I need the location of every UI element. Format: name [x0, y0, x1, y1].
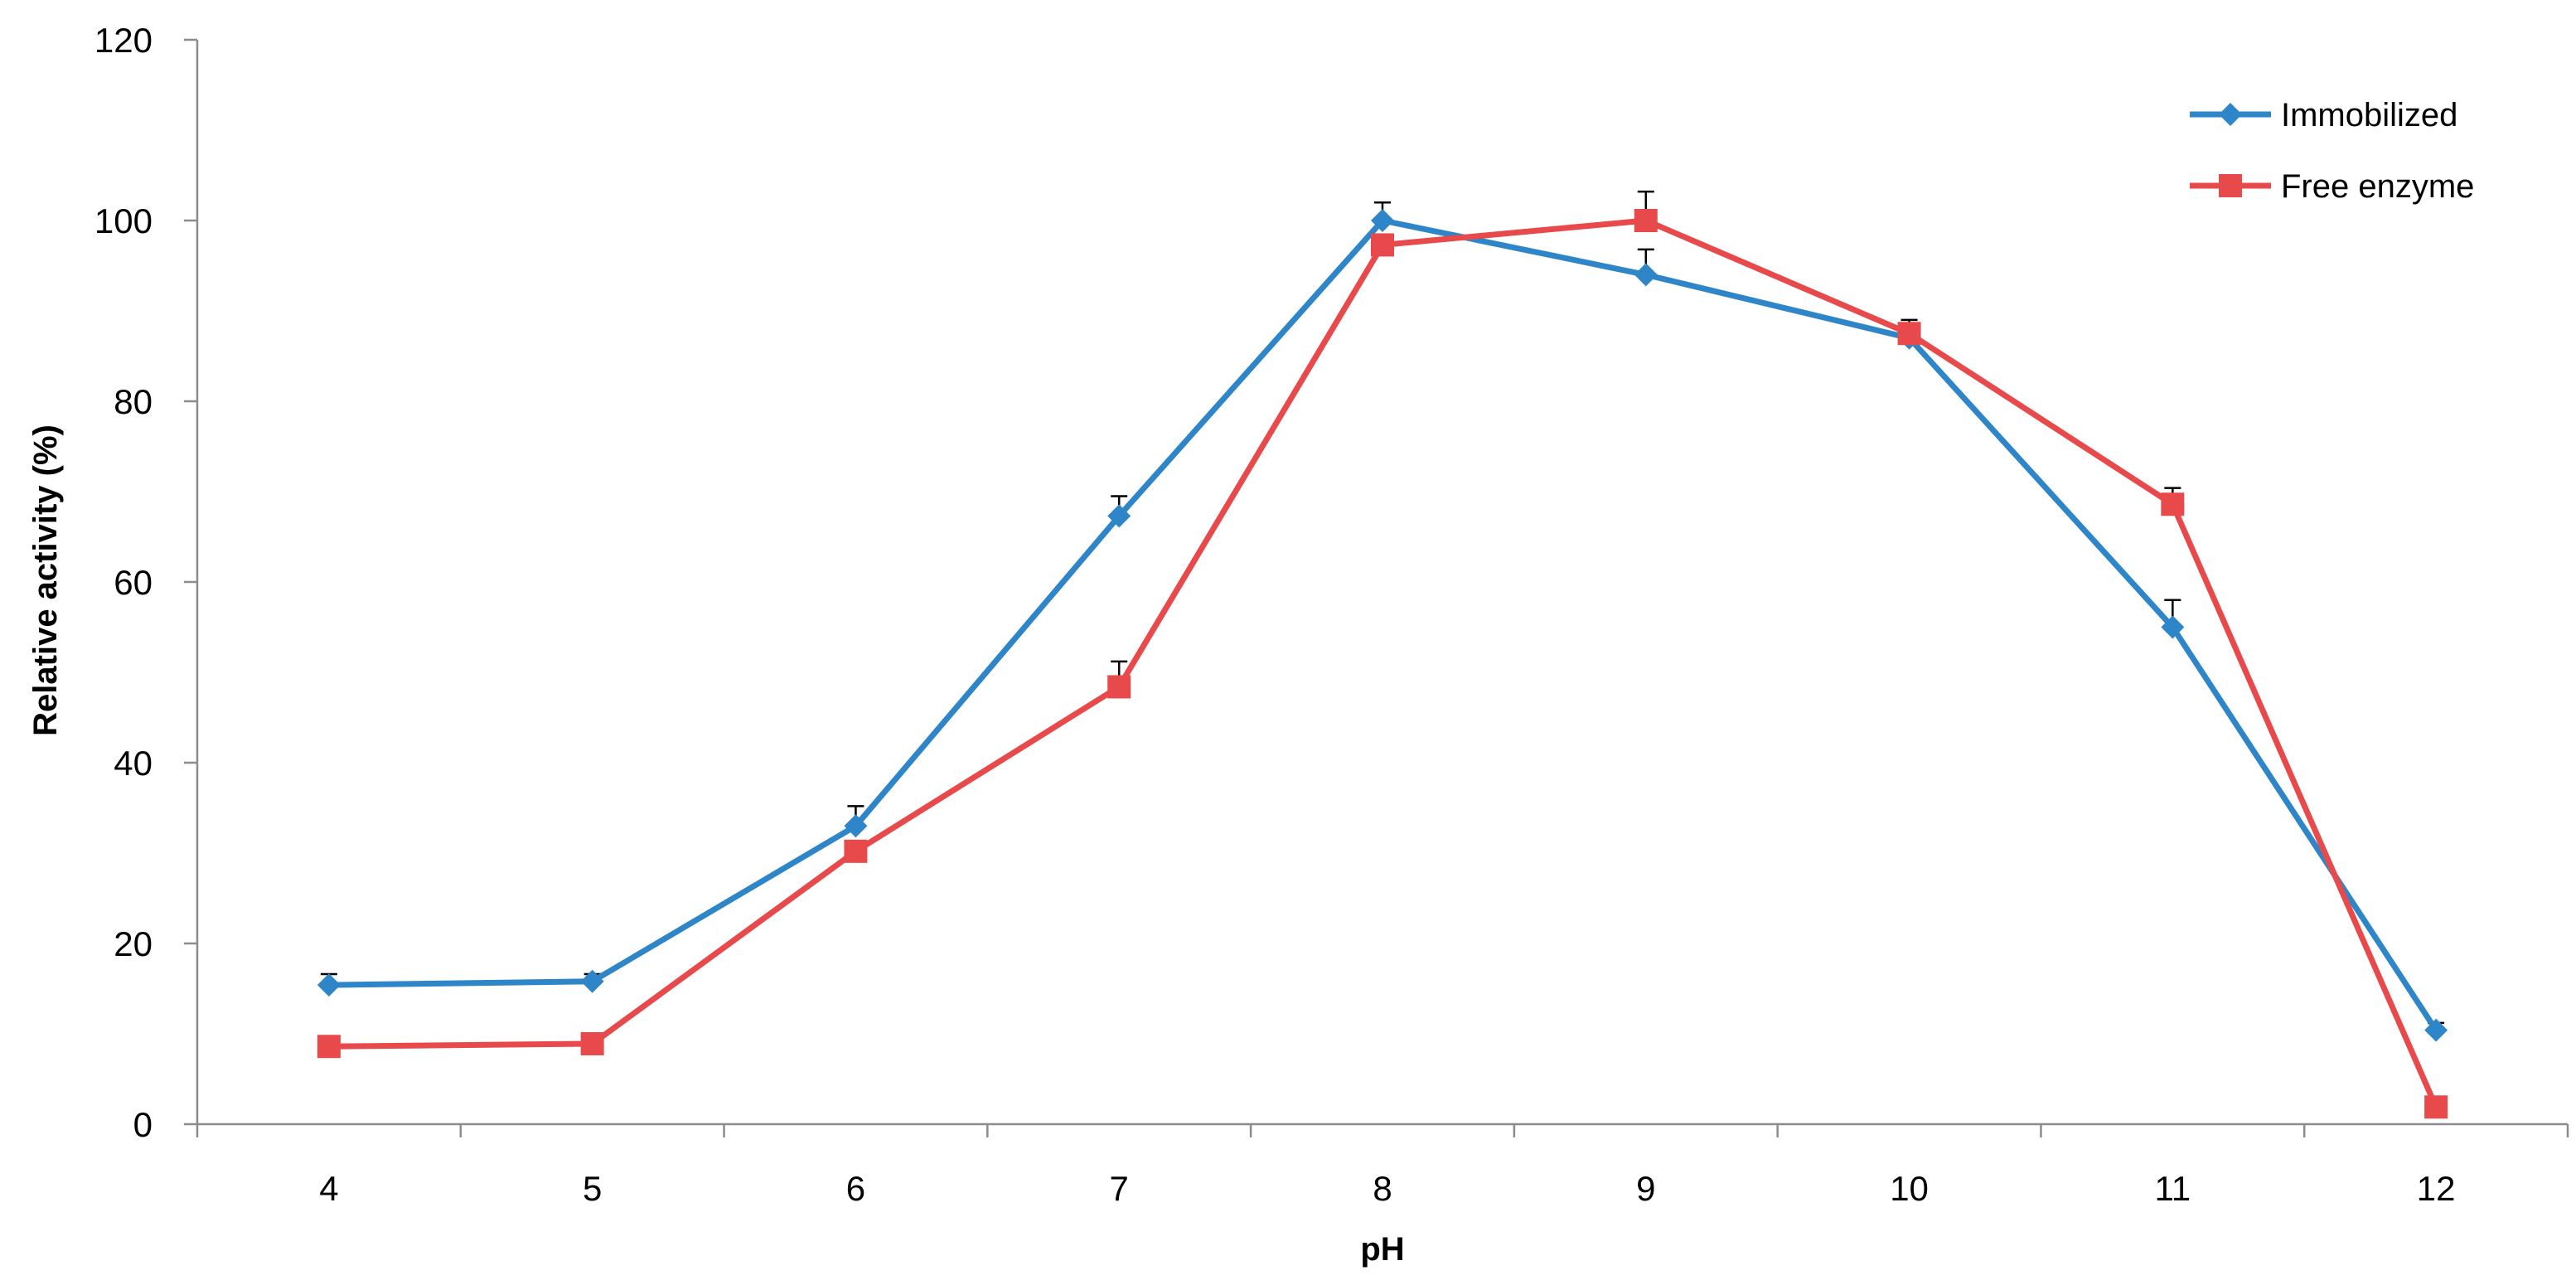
- data-point: [317, 1035, 341, 1059]
- data-point: [1634, 263, 1658, 287]
- x-tick-label: 8: [1373, 1169, 1392, 1208]
- y-tick-label: 40: [114, 744, 153, 783]
- data-point: [1371, 209, 1394, 232]
- series-layer: [317, 190, 2448, 1119]
- x-tick-label: 7: [1110, 1169, 1129, 1208]
- data-point: [1107, 675, 1131, 699]
- legend-item: Free enzyme: [2190, 168, 2474, 205]
- data-point: [1107, 504, 1131, 528]
- legend-marker: [2219, 103, 2242, 126]
- legend: Immobilized Free enzyme: [2190, 97, 2474, 205]
- x-tick-label: 5: [583, 1169, 602, 1208]
- data-point: [1897, 322, 1921, 346]
- data-point: [580, 1031, 604, 1055]
- series-line: [328, 217, 2439, 1032]
- y-tick-label: 20: [114, 924, 153, 963]
- data-point: [844, 839, 868, 863]
- data-point: [317, 973, 341, 997]
- y-tick-label: 80: [114, 382, 153, 421]
- series-line: [328, 217, 2439, 1108]
- x-axis-ticks: 4 5 6 7 8 9 10 11 12: [196, 1124, 2569, 1208]
- data-point: [2424, 1018, 2448, 1042]
- x-tick-label: 11: [2155, 1169, 2191, 1208]
- x-tick-label: 6: [846, 1169, 865, 1208]
- legend-item: Immobilized: [2190, 97, 2457, 133]
- x-tick-label: 4: [319, 1169, 338, 1208]
- y-tick-label: 100: [94, 201, 153, 240]
- series-1: [317, 201, 2448, 1042]
- data-point: [2424, 1095, 2448, 1119]
- x-tick-label: 12: [2417, 1169, 2456, 1208]
- y-tick-label: 0: [133, 1105, 153, 1144]
- data-point: [580, 969, 604, 993]
- y-tick-label: 60: [114, 563, 153, 602]
- x-axis-title: pH: [1360, 1231, 1404, 1268]
- data-point: [1634, 209, 1658, 232]
- legend-label: Immobilized: [2281, 97, 2457, 133]
- y-tick-label: 120: [94, 21, 153, 60]
- data-point: [2161, 615, 2185, 639]
- data-point: [2161, 492, 2185, 516]
- legend-label: Free enzyme: [2281, 168, 2474, 205]
- y-axis-title: Relative activity (%): [27, 424, 64, 736]
- series-2: [317, 190, 2448, 1119]
- x-tick-label: 10: [1890, 1169, 1929, 1208]
- y-axis-ticks: 0 20 40 60 80 100 120: [94, 21, 197, 1144]
- legend-marker: [2219, 174, 2242, 197]
- x-tick-label: 9: [1636, 1169, 1655, 1208]
- data-point: [1371, 233, 1394, 257]
- data-point: [844, 814, 868, 838]
